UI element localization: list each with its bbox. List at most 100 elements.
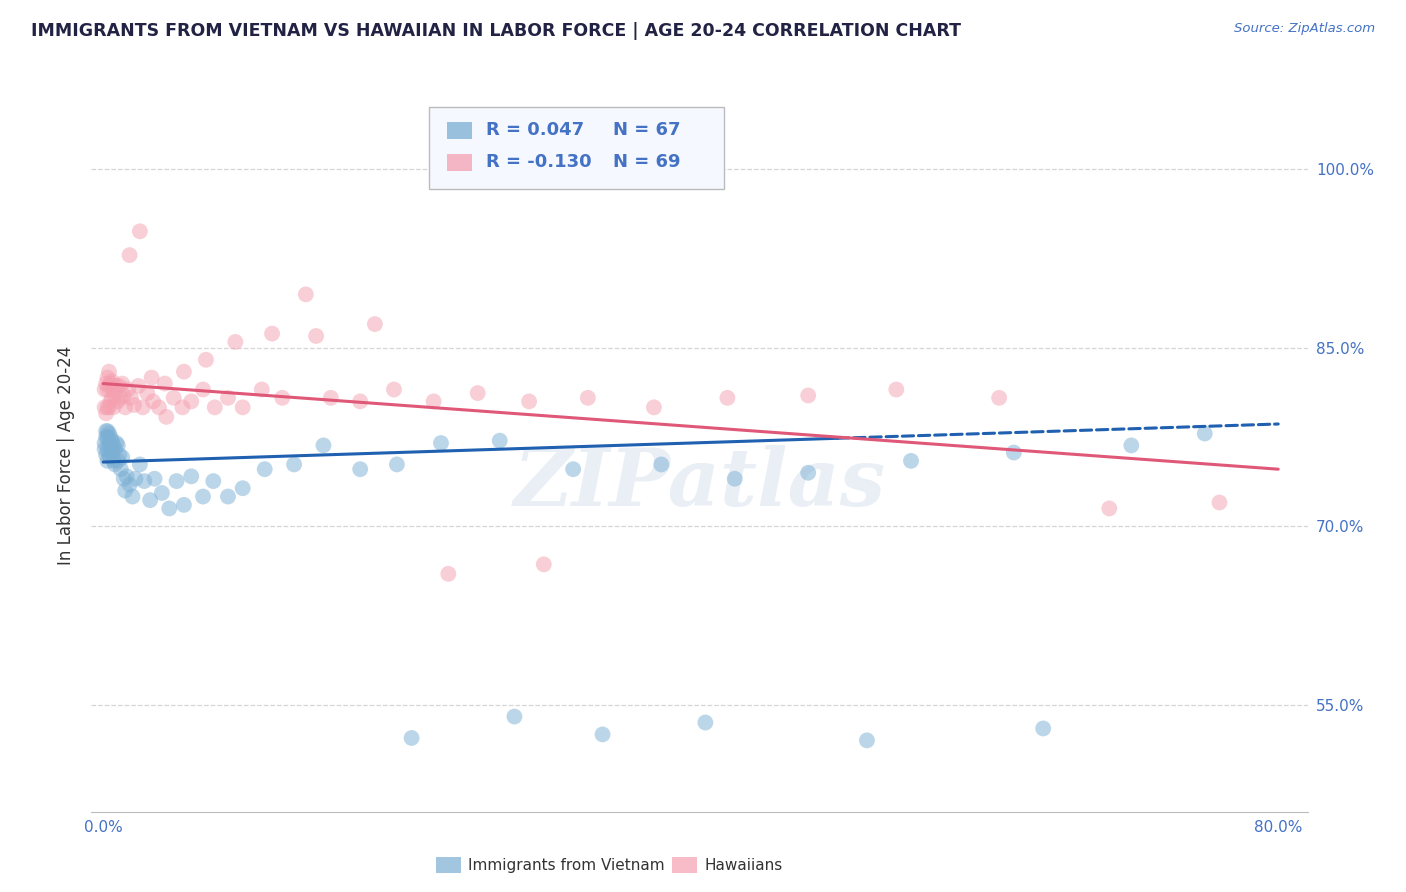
Point — [118, 477, 141, 491]
Point — [166, 474, 188, 488]
Point — [724, 472, 747, 486]
Point — [153, 376, 176, 391]
Point — [98, 426, 121, 441]
Point — [104, 458, 127, 472]
Point — [120, 391, 142, 405]
Point — [98, 401, 121, 415]
Point — [104, 442, 127, 456]
Text: Source: ZipAtlas.com: Source: ZipAtlas.com — [1234, 22, 1375, 36]
Point — [105, 436, 128, 450]
Point — [100, 430, 122, 444]
Point — [105, 379, 128, 393]
Point — [98, 379, 121, 393]
Point — [430, 436, 453, 450]
Point — [107, 438, 129, 452]
Point — [124, 472, 146, 486]
Point — [312, 438, 335, 452]
Point — [101, 391, 124, 405]
Point — [988, 391, 1011, 405]
Point — [1098, 501, 1121, 516]
Point — [437, 566, 460, 581]
Point — [98, 448, 121, 462]
Point — [305, 329, 328, 343]
Point — [96, 430, 118, 444]
Point — [422, 394, 444, 409]
Point — [283, 458, 305, 472]
Point — [103, 454, 125, 468]
Point — [96, 454, 118, 468]
Point — [108, 379, 131, 393]
Point — [96, 370, 118, 384]
Text: ZIPatlas: ZIPatlas — [513, 445, 886, 522]
Point — [94, 424, 117, 438]
Point — [143, 472, 166, 486]
Text: R = 0.047: R = 0.047 — [486, 121, 585, 139]
Point — [173, 498, 195, 512]
Point — [122, 398, 145, 412]
Point — [217, 490, 239, 504]
Point — [382, 383, 405, 397]
Text: N = 69: N = 69 — [613, 153, 681, 171]
Point — [114, 401, 136, 415]
Point — [271, 391, 294, 405]
Point — [96, 383, 118, 397]
Point — [118, 248, 141, 262]
Point — [94, 406, 117, 420]
Point — [592, 727, 614, 741]
Point — [142, 394, 165, 409]
Point — [797, 466, 820, 480]
Point — [260, 326, 283, 341]
Point — [163, 391, 186, 405]
Point — [401, 731, 423, 745]
Point — [576, 391, 599, 405]
Point — [191, 383, 214, 397]
Point — [103, 401, 125, 415]
Point — [100, 438, 122, 452]
Point — [533, 558, 555, 572]
Point — [96, 424, 118, 438]
Point — [128, 458, 150, 472]
Point — [250, 383, 273, 397]
Text: Hawaiians: Hawaiians — [704, 858, 783, 872]
Point — [132, 401, 155, 415]
Point — [797, 388, 820, 402]
Point — [202, 474, 225, 488]
Point — [100, 394, 122, 409]
Point — [94, 376, 117, 391]
Point — [93, 383, 115, 397]
Point — [488, 434, 510, 448]
Point — [349, 462, 371, 476]
Point — [1002, 445, 1025, 459]
Point — [1194, 426, 1216, 441]
Point — [716, 391, 738, 405]
Point — [173, 365, 195, 379]
Point — [224, 334, 246, 349]
Point — [93, 442, 115, 456]
Point — [856, 733, 879, 747]
Point — [253, 462, 276, 476]
Point — [101, 445, 124, 459]
Point — [139, 493, 162, 508]
Point — [217, 391, 239, 405]
Point — [136, 386, 159, 401]
Point — [98, 436, 121, 450]
Point — [155, 409, 177, 424]
Point — [180, 394, 202, 409]
Point — [884, 383, 907, 397]
Point — [107, 394, 129, 409]
Text: Immigrants from Vietnam: Immigrants from Vietnam — [468, 858, 665, 872]
Point — [94, 448, 117, 462]
Point — [1121, 438, 1143, 452]
Point — [141, 370, 163, 384]
Point — [172, 401, 194, 415]
Point — [94, 430, 117, 444]
Text: N = 67: N = 67 — [613, 121, 681, 139]
Point — [295, 287, 318, 301]
Point — [121, 490, 143, 504]
Point — [643, 401, 665, 415]
Point — [100, 450, 122, 465]
Point — [104, 388, 127, 402]
Point — [503, 709, 526, 723]
Point — [194, 352, 217, 367]
Point — [93, 401, 115, 415]
